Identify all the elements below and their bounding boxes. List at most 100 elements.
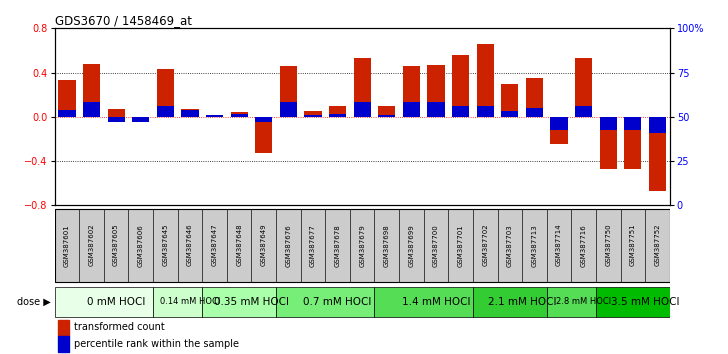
Text: GSM387702: GSM387702 <box>482 224 488 267</box>
Text: GSM387646: GSM387646 <box>187 224 193 267</box>
Text: GSM387752: GSM387752 <box>654 224 660 267</box>
Bar <box>231 113 248 117</box>
Text: GSM387698: GSM387698 <box>384 224 389 267</box>
Text: GSM387678: GSM387678 <box>335 224 341 267</box>
FancyBboxPatch shape <box>522 209 547 282</box>
Bar <box>550 117 568 130</box>
Text: GSM387647: GSM387647 <box>212 224 218 267</box>
Bar <box>600 117 617 169</box>
Text: GSM387676: GSM387676 <box>285 224 291 267</box>
Bar <box>255 117 272 153</box>
Text: GSM387713: GSM387713 <box>531 224 537 267</box>
Text: 0.7 mM HOCl: 0.7 mM HOCl <box>304 297 372 307</box>
Text: 2.1 mM HOCl: 2.1 mM HOCl <box>488 297 556 307</box>
Text: GSM387701: GSM387701 <box>458 224 464 267</box>
Bar <box>526 78 543 117</box>
FancyBboxPatch shape <box>473 209 497 282</box>
FancyBboxPatch shape <box>374 209 399 282</box>
FancyBboxPatch shape <box>128 209 153 282</box>
Bar <box>108 109 124 117</box>
Bar <box>181 109 199 117</box>
Bar <box>255 117 272 122</box>
Text: GSM387751: GSM387751 <box>630 224 636 267</box>
Bar <box>403 66 420 117</box>
Bar <box>378 106 395 117</box>
Bar <box>132 117 149 122</box>
Bar <box>58 110 76 117</box>
FancyBboxPatch shape <box>202 287 276 317</box>
Bar <box>354 58 371 117</box>
Bar <box>403 102 420 117</box>
Bar <box>452 55 470 117</box>
Bar <box>181 110 199 117</box>
Bar <box>206 115 223 117</box>
Bar <box>329 106 347 117</box>
Bar <box>624 117 641 130</box>
FancyBboxPatch shape <box>596 287 670 317</box>
Bar <box>58 80 76 117</box>
Text: GDS3670 / 1458469_at: GDS3670 / 1458469_at <box>55 14 191 27</box>
Text: 0 mM HOCl: 0 mM HOCl <box>87 297 146 307</box>
Text: GSM387645: GSM387645 <box>162 224 168 267</box>
Bar <box>58 320 68 336</box>
FancyBboxPatch shape <box>350 209 374 282</box>
FancyBboxPatch shape <box>645 209 670 282</box>
Bar <box>452 106 470 117</box>
Bar <box>477 44 494 117</box>
Bar <box>132 117 149 122</box>
FancyBboxPatch shape <box>374 287 473 317</box>
Bar <box>526 108 543 117</box>
FancyBboxPatch shape <box>596 209 620 282</box>
Text: transformed count: transformed count <box>74 322 165 332</box>
Text: 3.5 mM HOCl: 3.5 mM HOCl <box>611 297 679 307</box>
Bar <box>280 102 297 117</box>
Text: 1.4 mM HOCl: 1.4 mM HOCl <box>402 297 470 307</box>
Text: GSM387605: GSM387605 <box>113 224 119 267</box>
Text: GSM387699: GSM387699 <box>408 224 414 267</box>
Bar <box>304 111 322 117</box>
Bar <box>575 106 593 117</box>
Text: GSM387648: GSM387648 <box>236 224 242 267</box>
Text: 0.35 mM HOCl: 0.35 mM HOCl <box>214 297 289 307</box>
Bar <box>427 65 445 117</box>
Bar <box>600 117 617 130</box>
FancyBboxPatch shape <box>153 287 202 317</box>
Bar <box>477 106 494 117</box>
Bar <box>354 102 371 117</box>
FancyBboxPatch shape <box>448 209 473 282</box>
FancyBboxPatch shape <box>547 209 571 282</box>
Bar <box>157 69 174 117</box>
FancyBboxPatch shape <box>276 209 301 282</box>
FancyBboxPatch shape <box>276 287 374 317</box>
Text: percentile rank within the sample: percentile rank within the sample <box>74 339 239 349</box>
FancyBboxPatch shape <box>55 209 79 282</box>
Bar <box>206 115 223 117</box>
Bar <box>304 115 322 117</box>
FancyBboxPatch shape <box>104 209 128 282</box>
Bar <box>108 117 124 122</box>
FancyBboxPatch shape <box>153 209 178 282</box>
Bar <box>501 84 518 117</box>
FancyBboxPatch shape <box>227 209 251 282</box>
FancyBboxPatch shape <box>79 209 104 282</box>
Bar <box>83 102 100 117</box>
Bar <box>649 117 666 133</box>
Text: GSM387606: GSM387606 <box>138 224 143 267</box>
Text: GSM387679: GSM387679 <box>359 224 365 267</box>
FancyBboxPatch shape <box>325 209 350 282</box>
FancyBboxPatch shape <box>178 209 202 282</box>
Text: GSM387677: GSM387677 <box>310 224 316 267</box>
FancyBboxPatch shape <box>202 209 227 282</box>
Bar <box>550 117 568 144</box>
Text: GSM387601: GSM387601 <box>64 224 70 267</box>
Bar <box>649 117 666 191</box>
Bar <box>329 114 347 117</box>
Text: GSM387716: GSM387716 <box>581 224 587 267</box>
Bar <box>83 64 100 117</box>
FancyBboxPatch shape <box>301 209 325 282</box>
Text: 0.14 mM HOCl: 0.14 mM HOCl <box>160 297 220 306</box>
Bar <box>157 106 174 117</box>
FancyBboxPatch shape <box>251 209 276 282</box>
Bar <box>280 66 297 117</box>
FancyBboxPatch shape <box>571 209 596 282</box>
